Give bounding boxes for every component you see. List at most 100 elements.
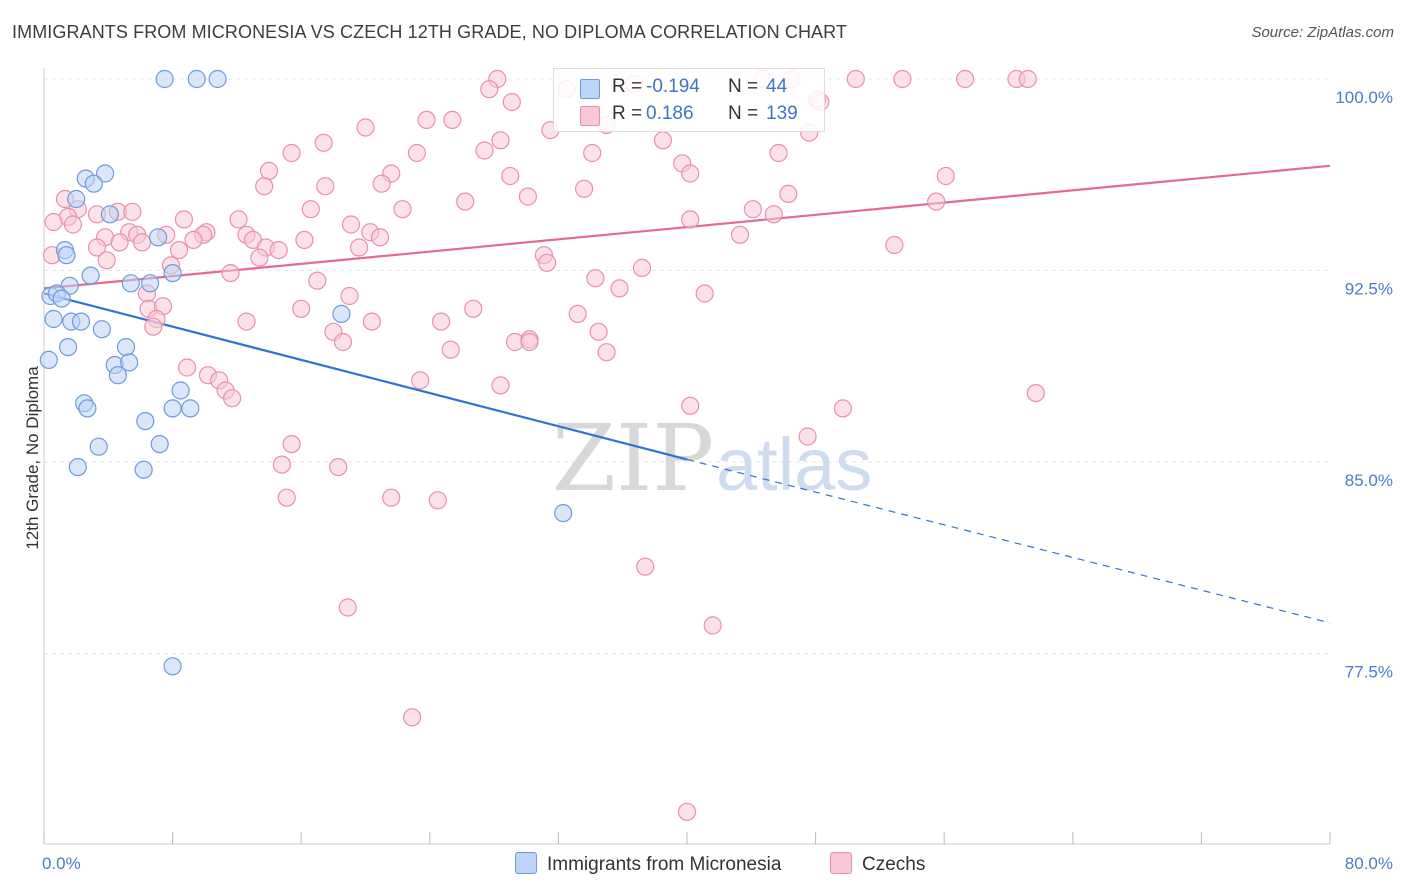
- micronesia-point: [163, 399, 182, 418]
- czech-point: [681, 164, 700, 183]
- czech-point: [169, 241, 189, 260]
- czech-point: [316, 177, 335, 196]
- czech-point: [338, 598, 357, 617]
- czech-point: [333, 332, 353, 352]
- r-value: -0.194: [646, 76, 700, 97]
- czech-point: [779, 184, 798, 203]
- czech-point: [677, 802, 697, 821]
- czech-point: [632, 258, 652, 277]
- micronesia-point: [89, 437, 108, 456]
- micronesia-point: [100, 205, 120, 224]
- czech-point: [174, 210, 193, 229]
- micronesia-point: [44, 309, 63, 329]
- czech-point: [475, 141, 494, 160]
- czech-point: [480, 80, 499, 99]
- correlation-legend: R = -0.194 N = 44 R = 0.186 N = 139: [553, 68, 825, 132]
- czech-point: [885, 235, 904, 255]
- chart-title: IMMIGRANTS FROM MICRONESIA VS CZECH 12TH…: [12, 22, 848, 42]
- micronesia-point: [181, 399, 200, 418]
- czech-point: [636, 557, 655, 576]
- y-tick-label: 92.5%: [1345, 280, 1393, 299]
- czech-point: [610, 279, 629, 298]
- czech-point: [764, 205, 783, 224]
- y-tick-label: 77.5%: [1345, 663, 1393, 682]
- micronesia-point: [68, 458, 87, 477]
- czech-point: [443, 110, 462, 130]
- micronesia-point: [332, 304, 351, 323]
- y-tick-label: 85.0%: [1345, 471, 1393, 490]
- czech-point: [237, 312, 256, 331]
- micronesia-point: [134, 460, 153, 479]
- czech-point: [255, 177, 274, 196]
- micronesia-point: [120, 353, 139, 372]
- r-value: 0.186: [646, 103, 694, 124]
- czech-point: [178, 358, 197, 377]
- czech-point: [144, 317, 163, 336]
- czech-point: [833, 399, 853, 418]
- czech-point: [927, 192, 946, 211]
- czech-point: [586, 269, 605, 288]
- czech-point: [403, 708, 422, 727]
- czech-point: [695, 284, 714, 303]
- x-tick-label-max: 80.0%: [1345, 854, 1393, 873]
- czech-point: [269, 241, 288, 260]
- czech-point: [417, 110, 436, 130]
- watermark-atlas: atlas: [716, 423, 872, 506]
- czech-point: [1026, 384, 1045, 403]
- r-label: R =: [612, 76, 643, 97]
- legend-item-czechs: Czechs: [830, 852, 925, 876]
- czech-point: [537, 253, 557, 272]
- czech-point: [730, 225, 750, 244]
- czech-point: [464, 299, 483, 318]
- micronesia-point: [108, 366, 128, 385]
- czech-point: [411, 371, 430, 390]
- micronesia-point: [171, 381, 190, 400]
- czech-point: [769, 143, 788, 163]
- czech-point: [97, 251, 116, 270]
- czech-point: [329, 458, 348, 477]
- czech-point: [502, 92, 521, 112]
- czech-legend-swatch: [830, 852, 852, 874]
- czech-point: [893, 69, 912, 89]
- czech-point: [583, 143, 602, 163]
- czech-point: [372, 174, 391, 193]
- czech-point: [382, 488, 401, 507]
- czech-point: [362, 312, 381, 331]
- czech-point: [520, 332, 539, 352]
- czech-point: [308, 271, 327, 290]
- czech-swatch: [580, 106, 600, 126]
- czech-point: [491, 131, 510, 150]
- n-label: N =: [728, 103, 759, 124]
- micronesia-trendline-extension: [686, 458, 1331, 624]
- czech-point: [407, 143, 426, 163]
- legend-label-czechs: Czechs: [862, 854, 926, 875]
- axes: [43, 68, 1331, 845]
- czech-point: [110, 233, 129, 252]
- micronesia-point: [163, 264, 182, 283]
- micronesia-point: [78, 399, 97, 418]
- czech-point: [568, 304, 587, 323]
- czech-point: [221, 264, 240, 283]
- watermark-zip: ZIP: [552, 405, 714, 512]
- micronesia-point: [554, 503, 573, 523]
- czech-point: [229, 210, 248, 229]
- micronesia-point: [150, 435, 169, 454]
- micronesia-point: [208, 69, 227, 89]
- x-tick-label-min: 0.0%: [42, 854, 81, 873]
- czech-point: [441, 340, 460, 359]
- micronesia-point: [163, 657, 182, 676]
- y-tick-label: 100.0%: [1335, 88, 1393, 107]
- micronesia-point: [95, 164, 115, 183]
- czech-point: [356, 118, 375, 137]
- micronesia-point: [155, 69, 174, 89]
- watermark: ZIP atlas: [552, 405, 872, 512]
- micronesia-legend-swatch: [515, 852, 537, 874]
- czech-point: [703, 616, 722, 635]
- czech-point: [63, 215, 83, 234]
- micronesia-point: [58, 338, 78, 357]
- legend-item-micronesia: Immigrants from Micronesia: [515, 852, 781, 876]
- czech-point: [653, 131, 673, 150]
- source-label: Source: ZipAtlas.com: [1251, 24, 1394, 41]
- micronesia-point: [52, 289, 71, 308]
